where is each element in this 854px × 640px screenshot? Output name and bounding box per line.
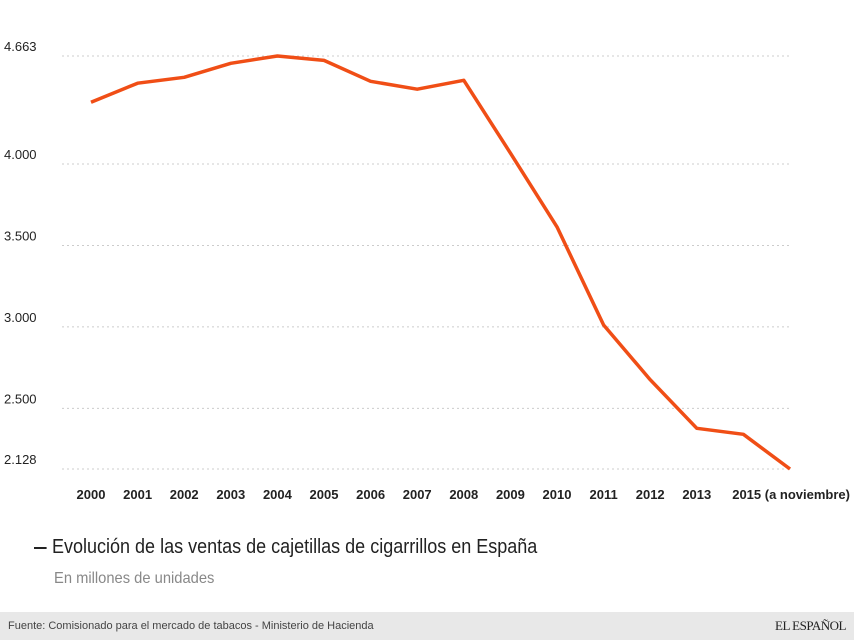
x-tick-label: 2002: [170, 487, 199, 502]
x-tick-label: 2009: [496, 487, 525, 502]
x-tick-label: 2008: [449, 487, 478, 502]
x-tick-label: 2012: [636, 487, 665, 502]
x-tick-label: 2013: [682, 487, 711, 502]
y-tick-label: 2.500: [4, 391, 37, 406]
y-tick-label: 4.663: [4, 39, 37, 54]
x-tick-label: 2000: [77, 487, 106, 502]
footer: Fuente: Comisionado para el mercado de t…: [0, 612, 854, 640]
legend-label: Evolución de las ventas de cajetillas de…: [52, 536, 538, 558]
x-tick-label: 2006: [356, 487, 385, 502]
subtitle: En millones de unidades: [54, 570, 215, 587]
x-tick-label: 2011: [589, 487, 617, 502]
line-chart: 4.663 4.000 3.500 3.000 2.500 2.128 2000 2001 20…: [4, 39, 850, 502]
source-text: Fuente: Comisionado para el mercado de t…: [8, 620, 374, 632]
x-tick-label: 2003: [216, 487, 245, 502]
x-tick-label: 2007: [403, 487, 432, 502]
legend-swatch: [34, 546, 47, 549]
series-line: [90, 54, 792, 471]
y-tick-label: 3.500: [4, 228, 37, 243]
x-tick-label: 2005: [310, 487, 339, 502]
x-tick-label: 2015 (a noviembre): [732, 487, 850, 502]
x-tick-label: 2010: [543, 487, 572, 502]
y-tick-label: 4.000: [4, 147, 37, 162]
legend-item: Evolución de las ventas de cajetillas de…: [34, 536, 537, 559]
x-tick-label: 2001: [123, 487, 152, 502]
x-tick-label: 2004: [263, 487, 293, 502]
brand-logo: EL ESPAÑOL: [775, 618, 846, 633]
y-tick-label: 3.000: [4, 310, 37, 325]
y-tick-label: 2.128: [4, 452, 37, 467]
